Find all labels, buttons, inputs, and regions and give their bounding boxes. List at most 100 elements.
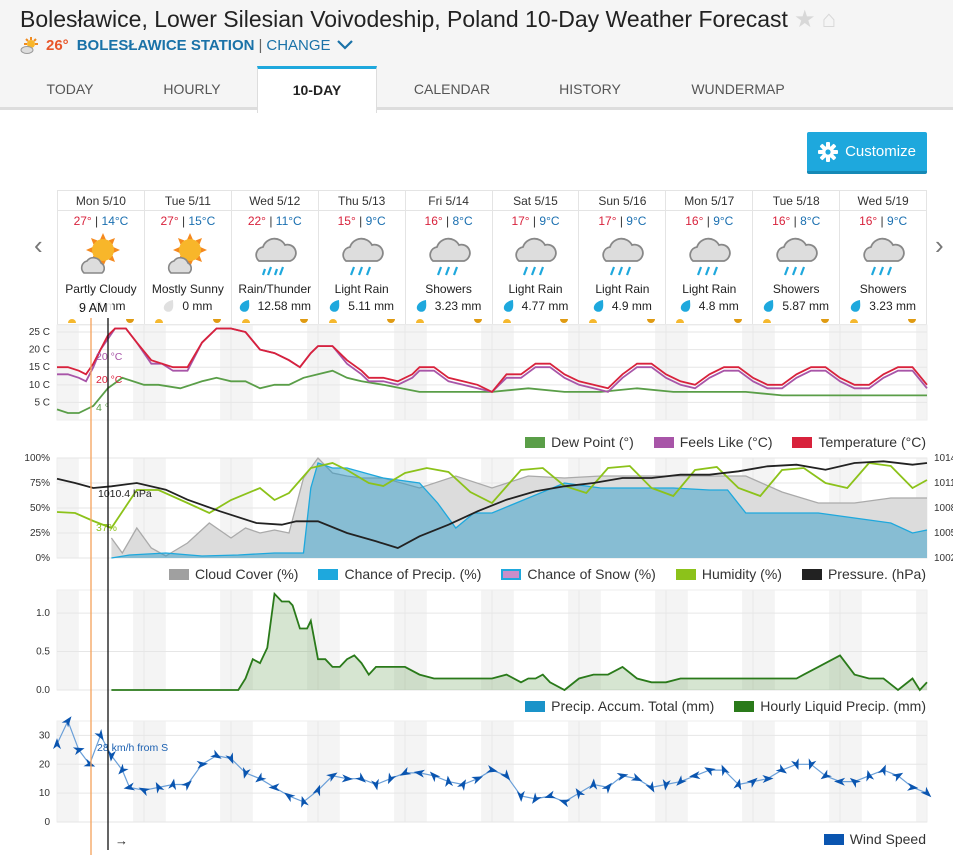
day-hi-lo: 17° | 9°C	[511, 214, 560, 228]
day-column[interactable]: Sun 5/16 17° | 9°C Light Rain 4.9 mm	[579, 191, 667, 324]
station-name[interactable]: BOLESŁAWICE STATION	[76, 36, 255, 54]
night-band	[318, 721, 340, 822]
legend-precip-accum[interactable]: Precip. Accum. Total (mm)	[525, 698, 714, 714]
legend-swatch	[675, 568, 696, 580]
tab-10-day[interactable]: 10-DAY	[257, 66, 377, 113]
sunrise-icon	[676, 319, 685, 323]
night-band	[492, 721, 514, 822]
day-high: 16°	[424, 214, 443, 228]
series-line-temperature	[57, 327, 928, 394]
sunset-icon	[386, 319, 395, 323]
tab-hourly[interactable]: HOURLY	[163, 81, 221, 97]
wind-direction-arrow	[225, 752, 234, 765]
legend-chance-snow[interactable]: Chance of Snow (%)	[501, 566, 656, 582]
day-high: 17°	[598, 214, 617, 228]
night-band	[307, 721, 318, 822]
wind-direction-arrow	[558, 799, 571, 808]
customize-label: Customize	[845, 143, 916, 160]
day-column[interactable]: Mon 5/17 16° | 9°C Light Rain 4.8 mm	[666, 191, 754, 324]
home-icon[interactable]: ⌂	[821, 6, 836, 33]
day-precip-amount: 5.87 mm	[782, 299, 830, 313]
legend-humidity[interactable]: Humidity (%)	[675, 566, 782, 582]
day-column[interactable]: Tue 5/11 27° | 15°C Mostly Sunny 0 mm	[144, 191, 232, 324]
wind-direction-arrow	[849, 777, 861, 788]
night-band	[492, 325, 514, 420]
night-band	[742, 721, 753, 822]
night-band	[481, 590, 492, 690]
day-column[interactable]: Sat 5/15 17° | 9°C Light Rain 4.77 mm	[492, 191, 580, 324]
night-band	[231, 721, 253, 822]
tab-history[interactable]: HISTORY	[559, 81, 621, 97]
legend-swatch	[792, 436, 813, 448]
chevron-down-icon[interactable]	[336, 37, 353, 53]
day-precip: 0 mm	[145, 299, 231, 313]
tab-today[interactable]: TODAY	[46, 81, 94, 97]
night-band	[579, 325, 601, 420]
night-band	[655, 721, 666, 822]
night-band	[840, 590, 862, 690]
prev-days-button[interactable]: ‹	[34, 230, 43, 260]
day-column[interactable]: Wed 5/12 22° | 11°C Rain/Thunder 12.58 mm	[231, 191, 319, 324]
wind-direction-arrow	[676, 775, 687, 786]
precip-legend: Precip. Accum. Total (mm) Hourly Liquid …	[525, 698, 926, 714]
night-band	[829, 325, 840, 420]
sunrise-icon	[328, 319, 337, 323]
partly-cloudy-icon	[167, 233, 207, 274]
legend-swatch	[318, 568, 339, 580]
change-station-link[interactable]: CHANGE	[266, 36, 331, 54]
station-separator: |	[258, 36, 263, 54]
day-strip: Mon 5/10 27° | 14°C Partly Cloudy 0 mm Tue 5…	[57, 190, 927, 325]
day-column[interactable]: Thu 5/13 15° | 9°C Light Rain 5.11 mm	[318, 191, 406, 324]
wind-direction-arrow	[746, 777, 758, 788]
wind-direction-arrow	[413, 769, 426, 778]
day-condition: Light Rain	[508, 282, 563, 296]
precip-chart-svg: 1.0 0.5 0.0	[36, 589, 928, 696]
customize-button[interactable]: Customize	[807, 132, 927, 174]
night-band	[231, 590, 253, 690]
next-days-button[interactable]: ›	[935, 230, 944, 260]
day-low: 8°C	[452, 214, 473, 228]
legend-feels-like[interactable]: Feels Like (°C)	[653, 434, 773, 450]
legend-label: Cloud Cover (%)	[194, 566, 299, 582]
rain-icon	[341, 237, 384, 276]
legend-swatch	[525, 700, 546, 712]
legend-label: Feels Like (°C)	[679, 434, 773, 450]
legend-dew-point[interactable]: Dew Point (°)	[525, 434, 634, 450]
night-band	[753, 721, 775, 822]
night-band	[394, 590, 405, 690]
legend-chance-precip[interactable]: Chance of Precip. (%)	[318, 566, 481, 582]
sunrise-icon	[502, 319, 511, 323]
tab-calendar[interactable]: CALENDAR	[413, 81, 491, 97]
day-column[interactable]: Wed 5/19 16° | 9°C Showers 3.23 mm	[840, 191, 927, 324]
wind-direction-arrow	[616, 773, 629, 781]
star-icon[interactable]: ★	[793, 6, 816, 33]
legend-pressure[interactable]: Pressure. (hPa)	[801, 566, 926, 582]
sunrise-icon	[68, 319, 76, 323]
day-column[interactable]: Mon 5/10 27° | 14°C Partly Cloudy 0 mm	[58, 191, 145, 324]
day-column[interactable]: Tue 5/18 16° | 8°C Showers 5.87 mm	[753, 191, 841, 324]
night-band	[220, 590, 231, 690]
legend-cloud-cover[interactable]: Cloud Cover (%)	[168, 566, 299, 582]
tab-wundermap[interactable]: WUNDERMAP	[691, 81, 785, 97]
night-band	[916, 590, 927, 690]
rain-icon	[863, 237, 905, 276]
temperature-legend: Dew Point (°) Feels Like (°C) Temperatur…	[525, 434, 926, 450]
wind-direction-arrow	[775, 763, 787, 774]
day-high: 15°	[337, 214, 356, 228]
night-band	[492, 590, 514, 690]
wind-direction-arrow	[181, 780, 192, 791]
y2-tick-label: 1008	[934, 503, 953, 514]
legend-wind-speed[interactable]: Wind Speed	[823, 831, 926, 847]
night-band	[133, 721, 144, 822]
wind-direction-arrow	[645, 781, 655, 793]
wind-direction-arrow	[312, 784, 321, 797]
legend-temperature[interactable]: Temperature (°C)	[792, 434, 926, 450]
night-band	[666, 590, 688, 690]
day-low: 9°C	[887, 214, 908, 228]
wind-direction-arrow	[107, 750, 116, 762]
day-column[interactable]: Fri 5/14 16° | 8°C Showers 3.23 mm	[405, 191, 493, 324]
wind-direction-arrow	[429, 771, 441, 783]
legend-hourly-precip[interactable]: Hourly Liquid Precip. (mm)	[734, 698, 926, 714]
night-band	[829, 590, 840, 690]
day-icon	[753, 228, 839, 280]
